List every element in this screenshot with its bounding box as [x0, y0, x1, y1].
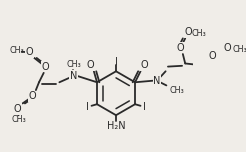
- Text: CH₃: CH₃: [11, 115, 26, 124]
- Text: O: O: [29, 91, 37, 101]
- Text: O: O: [13, 104, 21, 114]
- Text: N: N: [70, 71, 77, 81]
- Text: CH₃: CH₃: [192, 29, 207, 38]
- Text: I: I: [86, 102, 89, 112]
- Text: CH₃: CH₃: [66, 60, 81, 69]
- Text: O: O: [26, 47, 33, 57]
- Text: H₂N: H₂N: [107, 121, 125, 131]
- Text: I: I: [143, 102, 146, 112]
- Text: O: O: [184, 27, 192, 37]
- Text: CH₃: CH₃: [170, 86, 185, 95]
- Text: CH₃: CH₃: [233, 45, 246, 54]
- Text: O: O: [177, 43, 184, 53]
- Text: N: N: [153, 76, 161, 86]
- Text: O: O: [224, 43, 231, 53]
- Text: CH₃: CH₃: [10, 46, 24, 55]
- Text: O: O: [87, 60, 94, 70]
- Text: O: O: [42, 62, 49, 72]
- Text: O: O: [141, 60, 148, 70]
- Text: O: O: [208, 51, 216, 61]
- Text: I: I: [115, 57, 117, 67]
